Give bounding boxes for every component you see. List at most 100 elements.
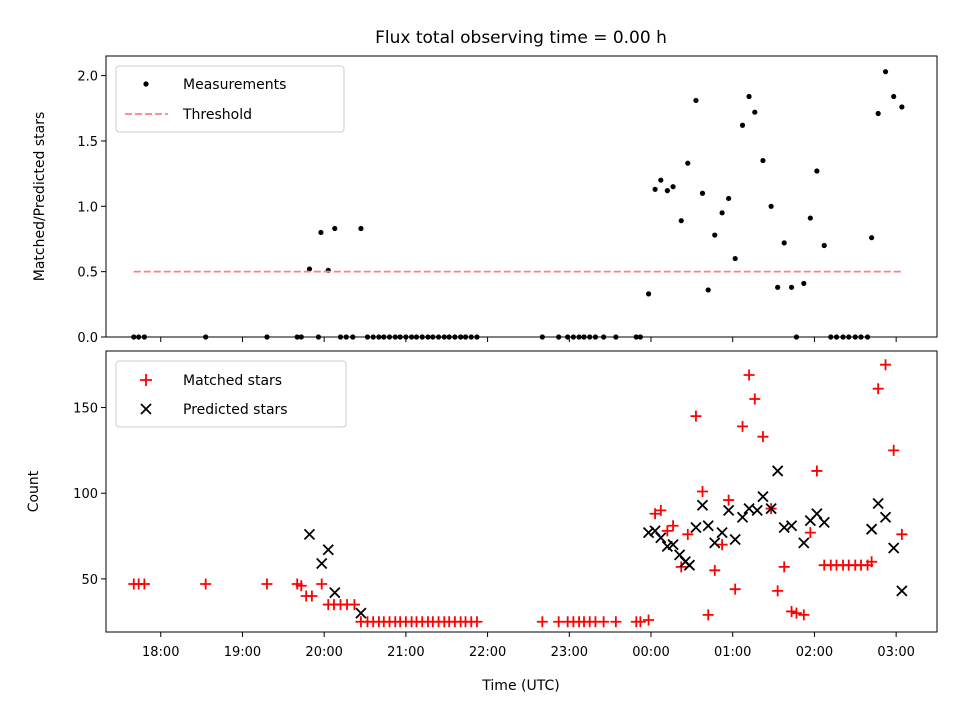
matched-stars-point [790, 607, 802, 619]
matched-stars-point [634, 616, 646, 628]
predicted-stars-point [765, 502, 777, 515]
matched-stars-point [872, 383, 884, 395]
measurements-point [652, 186, 658, 192]
predicted-stars-point [729, 533, 741, 546]
predicted-stars-point [879, 511, 892, 523]
matched-stars-point [757, 431, 769, 443]
x-axis-label: Time (UTC) [481, 678, 559, 694]
predicted-stars-point [736, 511, 749, 523]
matched-stars-point [696, 486, 708, 497]
legend-predicted-marker [140, 403, 152, 415]
measurements-point [875, 110, 881, 117]
predicted-stars-point [655, 532, 667, 544]
measurements-point [306, 266, 313, 272]
predicted-stars-point [798, 537, 810, 549]
matched-stars-point [295, 580, 307, 592]
matched-stars-point [743, 369, 755, 381]
x-tick-label: 02:00 [796, 645, 833, 660]
measurements-point [821, 242, 827, 249]
chart-title: Flux total observing time = 0.00 h [375, 28, 667, 48]
measurements-point [781, 240, 787, 246]
matched-stars-point [643, 614, 655, 626]
measurements-point [358, 225, 364, 232]
measurements-point [807, 215, 813, 221]
measurements-point [664, 188, 670, 194]
predicted-stars-point [896, 585, 908, 597]
bottom-panel: 50 100 150 18:00 19:00 20:00 21:00 22:00 23:00 00… [26, 350, 938, 694]
bottom-y-tick-label: 50 [81, 573, 98, 588]
predicted-stars-point [888, 542, 900, 554]
predicted-stars-point [772, 465, 784, 477]
measurements-point [788, 284, 795, 290]
matched-stars-point [723, 494, 735, 506]
measurements-point [732, 255, 738, 262]
predicted-stars-point [702, 520, 714, 532]
predicted-stars-point [329, 586, 341, 599]
bottom-y-axis-label: Count [26, 470, 42, 512]
predicted-stars-point [872, 497, 884, 510]
matched-stars-point [598, 616, 610, 628]
matched-stars-point [786, 605, 798, 617]
matched-stars-point [798, 609, 810, 621]
matched-stars-point [702, 609, 714, 621]
matched-stars-point [261, 578, 273, 590]
legend-threshold-label: Threshold [182, 107, 252, 123]
x-tick-label: 20:00 [305, 645, 342, 660]
measurements-point [332, 225, 338, 232]
measurements-point [891, 93, 897, 100]
measurements-point [760, 157, 766, 164]
predicted-stars-point [303, 528, 316, 540]
matched-stars-point [690, 410, 702, 422]
predicted-stars-point [716, 526, 728, 539]
measurements-point [739, 122, 746, 128]
measurements-point [712, 232, 718, 238]
top-legend-box [115, 65, 345, 133]
matched-stars-point [655, 504, 667, 516]
matched-stars-point [709, 564, 721, 576]
matched-stars-point [804, 527, 816, 539]
matched-stars-point [661, 525, 673, 537]
bottom-legend-box [115, 360, 347, 428]
bottom-y-tick-label: 150 [73, 402, 98, 417]
measurements-point [882, 69, 889, 75]
top-y-tick-label: 0.0 [77, 331, 98, 346]
top-y-tick-label: 1.0 [77, 200, 98, 215]
measurements-point [685, 160, 691, 166]
predicted-stars-point [751, 504, 763, 516]
measurements-point [775, 284, 781, 290]
top-series [131, 69, 905, 340]
legend-matched-marker [140, 374, 152, 386]
measurements-point [678, 218, 684, 224]
matched-stars-point [778, 561, 790, 573]
bottom-legend: Matched stars Predicted stars [115, 360, 347, 428]
predicted-stars-point [690, 521, 702, 534]
x-tick-label: 01:00 [714, 645, 751, 660]
top-y-tick-label: 0.5 [77, 266, 98, 281]
top-plot-frame [105, 55, 938, 338]
matched-stars-point [682, 528, 694, 540]
x-tick-label: 19:00 [224, 645, 261, 660]
x-tick-label: 21:00 [387, 645, 424, 660]
matched-stars-point [716, 539, 728, 551]
matched-stars-point [536, 616, 548, 628]
matched-stars-point [888, 444, 900, 456]
predicted-stars-point [355, 607, 367, 619]
predicted-stars-point [667, 538, 679, 551]
x-tick-label: 18:00 [142, 645, 179, 660]
x-tick-label: 22:00 [469, 645, 506, 660]
x-tick-label: 00:00 [632, 645, 669, 660]
predicted-stars-point [642, 526, 655, 539]
top-y-tick-label: 2.0 [77, 70, 98, 85]
legend-predicted-label: Predicted stars [183, 402, 288, 418]
top-y-axis-label: Matched/Predicted stars [32, 112, 48, 282]
predicted-stars-point [818, 516, 830, 528]
matched-stars-point [471, 616, 483, 628]
measurements-point [768, 203, 774, 209]
top-y-tick-label: 1.5 [77, 135, 98, 150]
matched-stars-point [610, 616, 622, 628]
matched-stars-point [667, 520, 679, 532]
matched-stars-point [811, 465, 823, 477]
measurements-point [801, 280, 807, 287]
matched-stars-point [306, 590, 318, 602]
